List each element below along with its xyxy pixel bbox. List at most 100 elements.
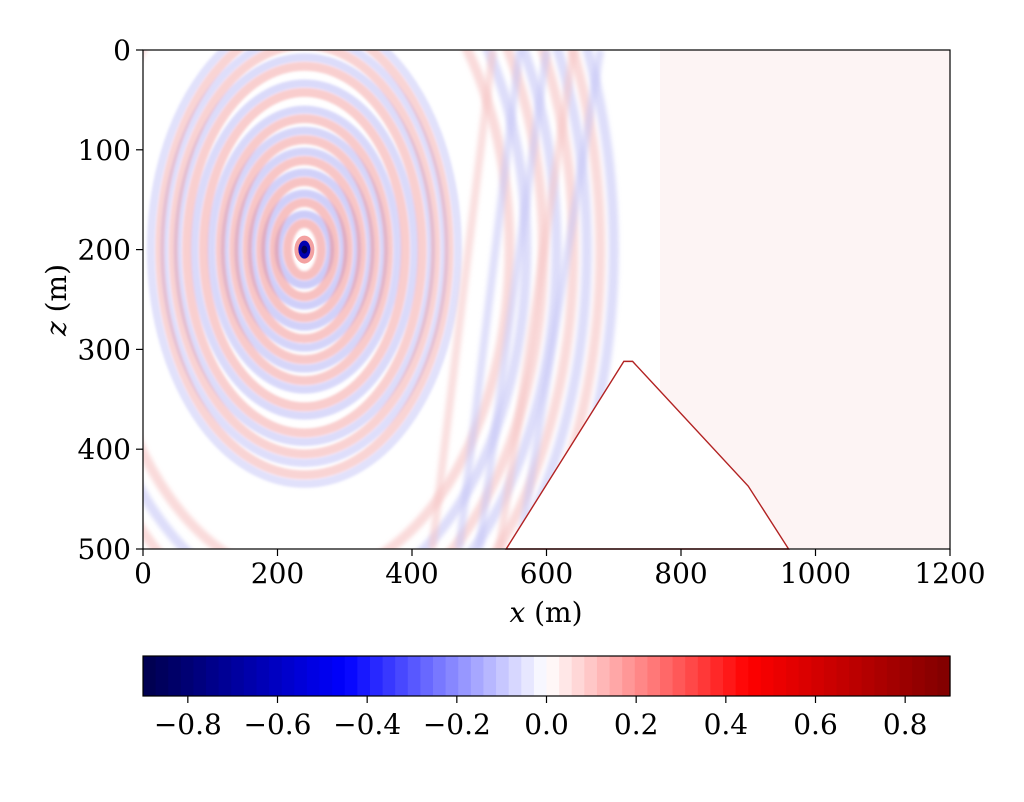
colorbar-cell [596,656,611,696]
colorbar-cell [723,656,737,696]
colorbar-cell [294,656,308,696]
colorbar-cell [811,656,825,696]
x-tick-label: 0 [134,557,152,590]
colorbar-tick-label: 0.6 [793,708,838,741]
colorbar-cell [508,656,522,696]
colorbar-cell [357,656,371,696]
x-tick-label: 800 [654,557,707,590]
colorbar-cell [521,656,535,696]
x-tick-label: 600 [520,557,573,590]
wavefront-red [283,218,326,281]
y-tick-label: 300 [78,333,131,366]
source-core [301,245,308,254]
y-tick-label: 400 [78,433,131,466]
colorbar-cell [180,656,195,696]
x-axis-label-unit: (m) [525,596,582,629]
far-wavefront [510,50,592,549]
colorbar-cell [496,656,510,696]
reflected-wave [428,50,497,549]
y-axis-label-variable: z [40,321,73,337]
colorbar-cell [445,656,459,696]
colorbar-cell [433,656,447,696]
y-axis-label-unit: (m) [40,264,73,321]
colorbar-cell [243,656,258,696]
colorbar-cell [672,656,686,696]
colorbar-tick-label: −0.2 [423,708,491,741]
colorbar-cell [786,656,800,696]
wavefront-red [155,50,454,480]
reflected-wave-group [428,50,605,549]
wavefield [143,50,619,549]
colorbar-cell [622,656,636,696]
colorbar-cell [559,656,573,696]
colorbar-tick-label: 0.0 [524,708,569,741]
colorbar-cell [823,656,838,696]
reflected-wave [455,50,524,549]
x-tick-label: 1000 [780,557,851,590]
colorbar-cell [886,656,901,696]
x-axis: 0 200 400 600 800 1000 1200 [134,549,986,590]
y-tick-label: 100 [78,134,131,167]
colorbar-cell [849,656,863,696]
wavefront-red [229,135,380,365]
x-tick-label: 400 [385,557,438,590]
reflected-wave [515,50,605,549]
colorbar-cell [168,656,182,696]
reflected-wave [495,50,578,549]
colorbar-cell [735,656,749,696]
colorbar-cell [269,656,283,696]
wavefront-blue [146,50,462,488]
y-tick-label: 500 [78,533,131,566]
colorbar-cell [647,656,661,696]
colorbar-cell [861,656,875,696]
colorbar-cell [533,656,548,696]
colorbar-tick-label: 0.8 [883,708,928,741]
colorbar-tick-label: 0.2 [614,708,659,741]
colorbar-cell [470,656,485,696]
far-wavefront [143,50,532,549]
colorbar-cell [874,656,888,696]
colorbar-cell [231,656,245,696]
colorbar-cell [899,656,913,696]
wavefront-red [199,87,410,412]
wavefront-red [242,156,367,344]
colorbar-cell [420,656,434,696]
wavefront-red [215,114,393,386]
colorbar-cell [143,656,157,696]
far-wavefront [545,50,619,549]
colorbar-cell [407,656,422,696]
y-axis: 0 100 200 300 400 500 [78,34,143,566]
colorbar-cell [256,656,270,696]
wavefront-blue [207,105,402,394]
colorbar-cell [458,656,472,696]
colorbar-cell [659,656,674,696]
colorbar-cell [483,656,497,696]
colorbar-cell [773,656,787,696]
colorbar-cell [369,656,384,696]
colorbar-cell [218,656,232,696]
wavefront-group [146,50,462,488]
colorbar-cell [281,656,295,696]
colorbar-cell [382,656,396,696]
x-axis-label: x (m) [509,596,582,629]
x-tick-label: 200 [251,557,304,590]
x-axis-label-variable: x [509,596,525,629]
wavefront-red [269,197,340,302]
colorbar-tick-label: −0.8 [154,708,222,741]
colorbar-cell [332,656,346,696]
x-tick-label: 1200 [914,557,985,590]
colorbar-cell [685,656,699,696]
colorbar-cell [710,656,724,696]
colorbar-cell [584,656,598,696]
colorbar-cell [697,656,712,696]
colorbar-cell [798,656,812,696]
colorbar: −0.8 −0.6 −0.4 −0.2 0.0 0.2 0.4 0.6 0.8 [142,655,951,741]
colorbar-cell [836,656,850,696]
colorbar-tick-label: −0.4 [333,708,401,741]
heatmap-panel [142,49,951,550]
reflected-wave [475,50,551,549]
colorbar-cell [634,656,648,696]
colorbar-cell [924,656,938,696]
wavefront-blue [190,79,419,420]
